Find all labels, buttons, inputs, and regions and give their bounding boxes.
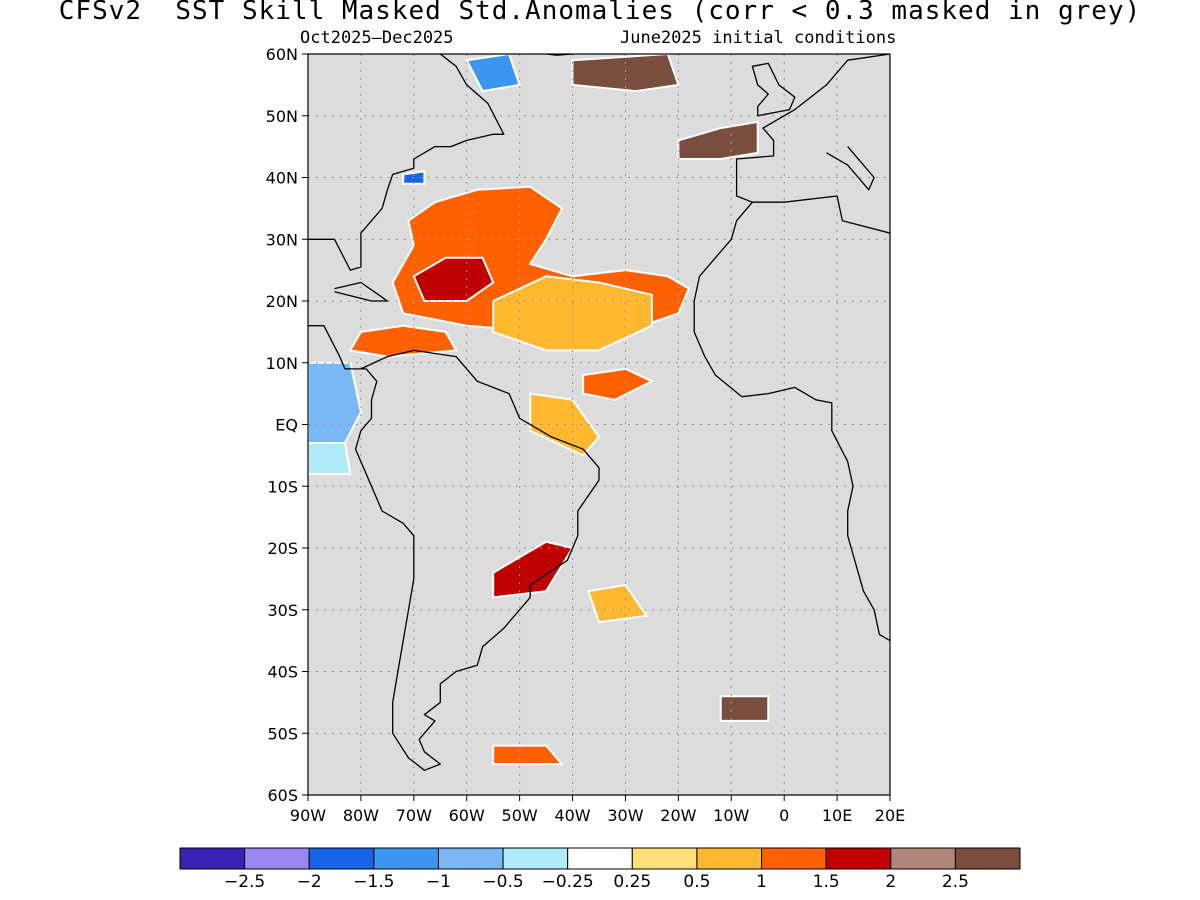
- colorbar-swatch: [954, 847, 1021, 870]
- colorbar-label: 2.5: [942, 872, 969, 892]
- lon-tick-label: 0: [779, 806, 789, 825]
- lat-tick-label: 40N: [266, 169, 298, 188]
- italy-coast: [826, 146, 875, 191]
- anomaly-region-southern-ocean-warm: [719, 695, 770, 722]
- colorbar-label: 0.25: [613, 872, 651, 892]
- britain-coast: [751, 62, 796, 117]
- lon-tick-label: 90W: [290, 806, 326, 825]
- anomaly-region-pacific-cool: [308, 361, 362, 444]
- lat-tick-label: 50S: [267, 724, 298, 743]
- lat-tick-label: 30N: [266, 230, 298, 249]
- colorbar-swatch: [631, 847, 698, 870]
- colorbar: −2.5 −2 −1.5 −1 −0.5 −0.25 0.25 0.5 1 1.5 2 2.5: [179, 847, 1021, 892]
- colorbar-label: 1: [756, 872, 767, 892]
- colorbar-label: −2.5: [224, 872, 265, 892]
- cuba-coast: [334, 281, 389, 302]
- colorbar-swatch: [502, 847, 569, 870]
- north-america-coast: [308, 54, 505, 271]
- colorbar-label: −1.5: [353, 872, 394, 892]
- coastlines: [308, 54, 890, 771]
- lat-tick-label: 10S: [267, 477, 298, 496]
- initial-conditions: June2025 initial conditions: [620, 28, 897, 48]
- anomaly-region-tropical-north-atlantic-moderate: [492, 275, 653, 352]
- europe-coast: [735, 54, 890, 203]
- colorbar-swatch: [825, 847, 892, 870]
- lon-tick-label: 80W: [343, 806, 379, 825]
- colorbar-swatch: [437, 847, 504, 870]
- lon-tick-label: 50W: [502, 806, 538, 825]
- lon-tick-label: 30W: [607, 806, 643, 825]
- anomaly-region-caribbean-warm: [348, 324, 458, 358]
- colorbar-swatch: [373, 847, 439, 870]
- lon-tick-label: 20W: [660, 806, 696, 825]
- lat-tick-label: 20S: [267, 539, 298, 558]
- colorbar-label: −0.5: [482, 872, 523, 892]
- colorbar-swatch: [244, 847, 310, 870]
- anomaly-region-subtropical-north-atlantic-strong: [412, 256, 495, 302]
- lon-tick-label: 40W: [554, 806, 590, 825]
- anomaly-region-north-atlantic-subpolar-warm: [571, 54, 680, 93]
- mediterranean-coast: [752, 195, 890, 234]
- colorbar-label: −1: [426, 872, 451, 892]
- lon-tick-label: 10E: [822, 806, 852, 825]
- lat-tick-label: EQ: [275, 416, 298, 435]
- colorbar-label: 2: [885, 872, 896, 892]
- central-america-coast: [308, 325, 361, 370]
- anomaly-region-labrador-cool: [465, 54, 521, 93]
- colorbar-swatch: [890, 847, 956, 870]
- lon-tick-label: 10W: [713, 806, 749, 825]
- anomaly-region-brazil-current-warm: [492, 540, 575, 599]
- anomaly-region-south-atlantic-warm: [587, 583, 649, 624]
- axis-ticks: 60N 50N 40N 30N 20N 10N EQ 10S 20S 30S 40S 50S 60S90…: [266, 45, 906, 825]
- anomaly-region-pacific-cool-light: [308, 442, 352, 475]
- lat-tick-label: 40S: [267, 663, 298, 682]
- south-america-coast: [354, 349, 600, 771]
- colorbar-label: 1.5: [813, 872, 840, 892]
- lon-tick-label: 60W: [449, 806, 485, 825]
- anomaly-region-southern-ocean-warm-2: [492, 744, 565, 766]
- colorbar-swatch: [179, 847, 246, 870]
- lat-tick-label: 50N: [266, 107, 298, 126]
- lon-tick-label: 20E: [875, 806, 905, 825]
- colorbar-label: 0.5: [683, 872, 710, 892]
- map-title: CFSv2 SST Skill Masked Std.Anomalies (co…: [58, 0, 1142, 26]
- lat-tick-label: 20N: [266, 292, 298, 311]
- lat-tick-label: 60S: [267, 786, 298, 805]
- colorbar-label: −2: [297, 872, 322, 892]
- colorbar-swatch: [567, 847, 633, 870]
- anomaly-region-guinea-warm: [582, 367, 655, 401]
- lon-tick-label: 70W: [396, 806, 432, 825]
- colorbar-swatch: [761, 847, 827, 870]
- gridlines: [308, 54, 890, 795]
- colorbar-label: −0.25: [542, 872, 594, 892]
- forecast-period: Oct2025–Dec2025: [300, 28, 454, 48]
- colorbar-swatch: [696, 847, 763, 870]
- lat-tick-label: 60N: [266, 45, 298, 64]
- africa-coast: [693, 201, 890, 642]
- colorbar-swatch: [308, 847, 375, 870]
- lat-tick-label: 30S: [267, 601, 298, 620]
- lat-tick-label: 10N: [266, 354, 298, 373]
